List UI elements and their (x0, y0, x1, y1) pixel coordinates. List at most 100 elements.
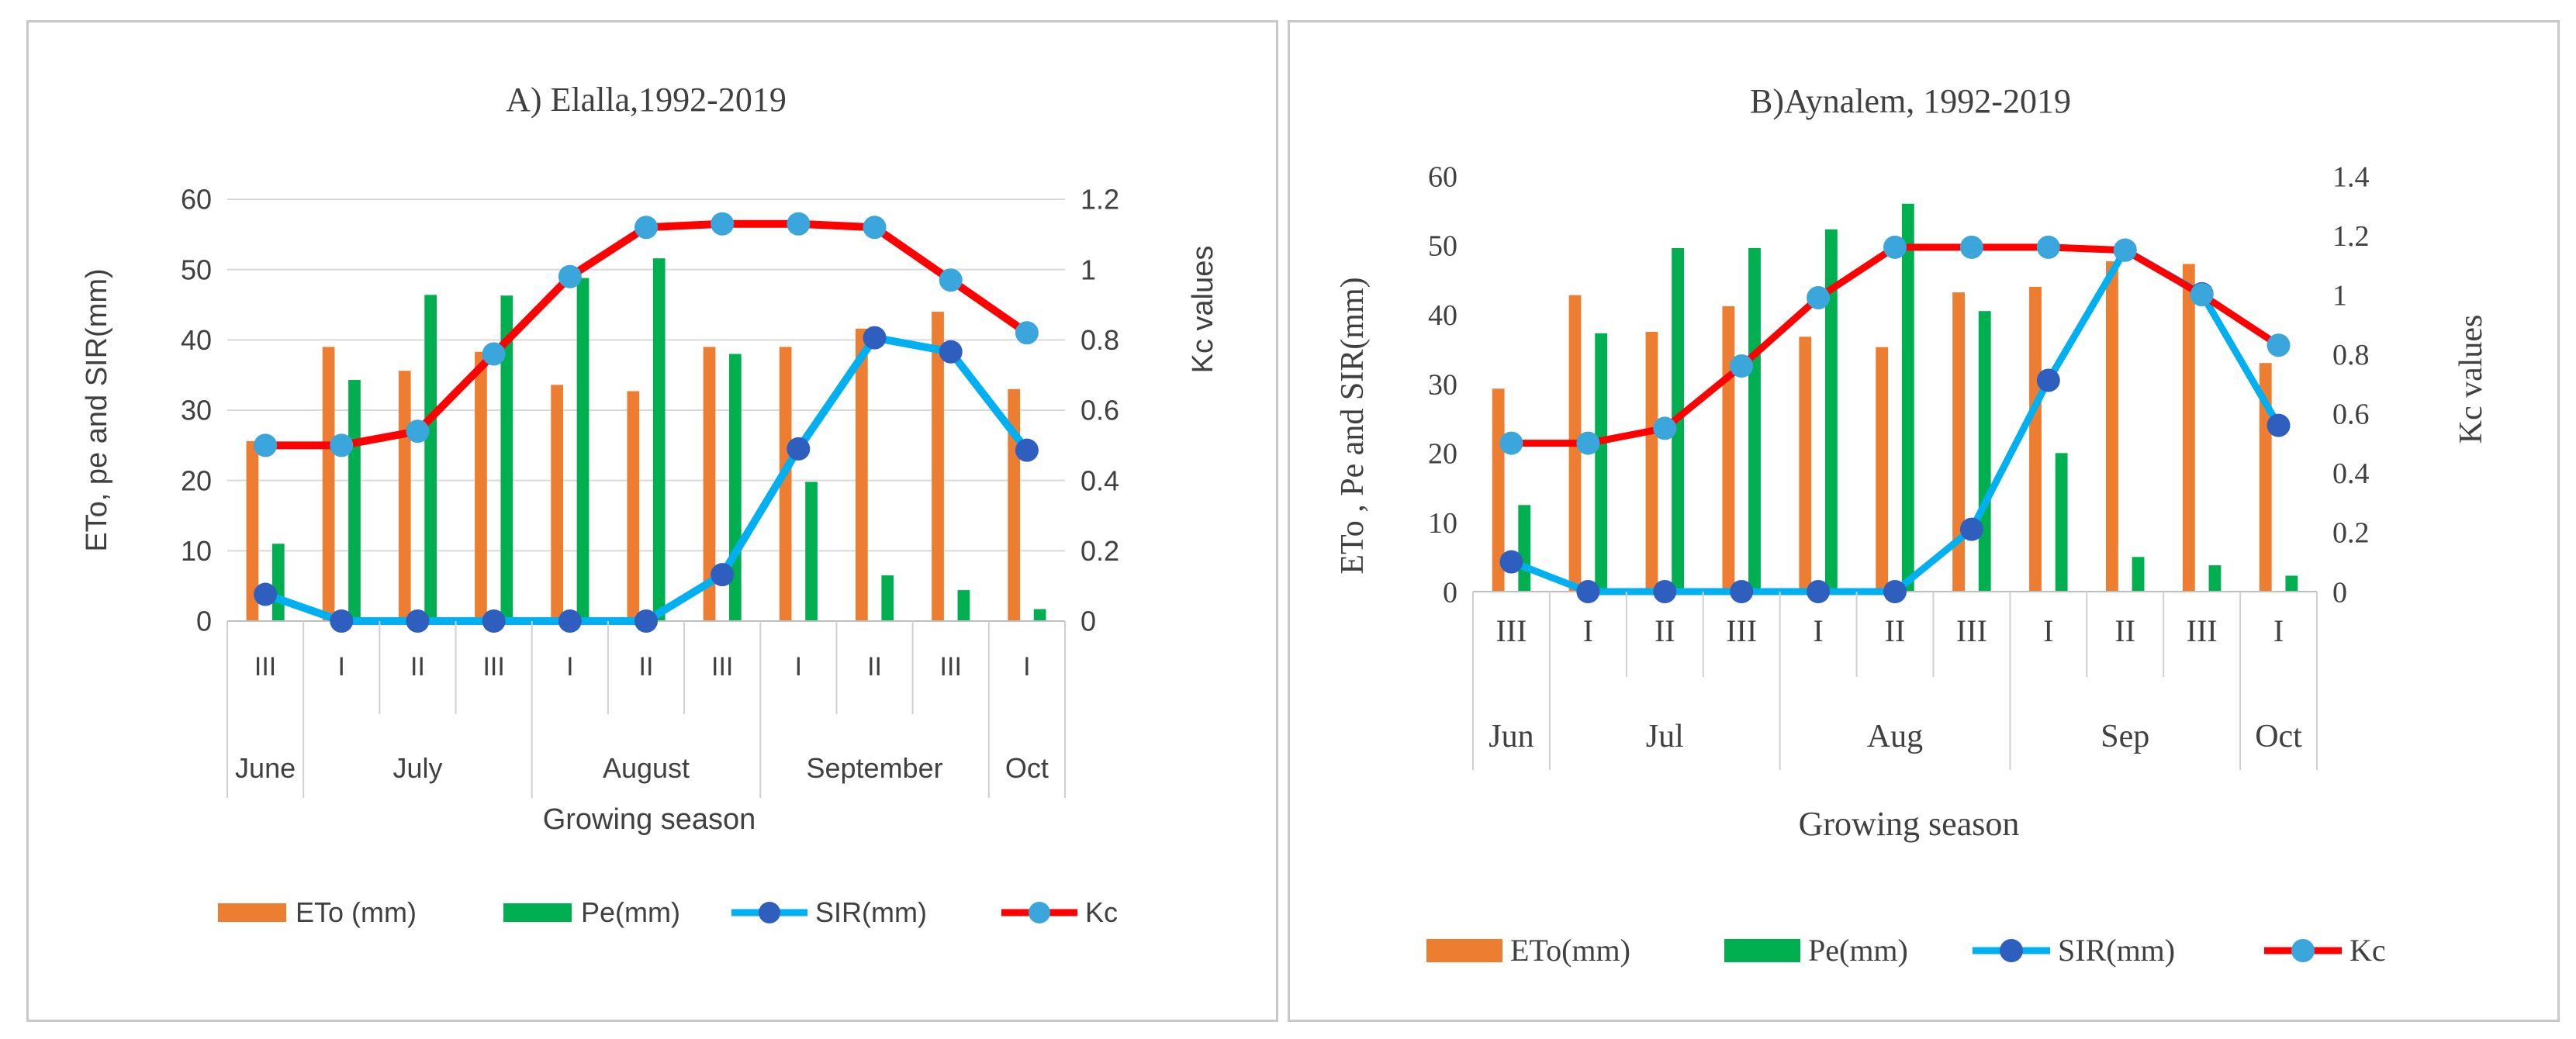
category-label: III (254, 652, 276, 682)
sir-marker (558, 609, 582, 633)
legend-label-pe: Pe(mm) (581, 896, 680, 928)
pe-bar (1595, 333, 1608, 592)
y-tick-label: 30 (181, 395, 212, 426)
kc-marker (1653, 416, 1677, 440)
y2-tick-label: 0.8 (2332, 339, 2370, 371)
y2-tick-label: 0.8 (1081, 324, 1119, 356)
sir-marker (939, 340, 963, 364)
eto-bar (551, 385, 563, 621)
sir-marker (1883, 580, 1907, 603)
category-label: II (2114, 613, 2135, 648)
eto-bar (398, 371, 411, 621)
legend-label-sir: SIR(mm) (2058, 933, 2175, 968)
eto-bar (627, 391, 640, 621)
sir-marker (1499, 550, 1523, 574)
sir-marker (1730, 580, 1754, 603)
legend-label-eto: ETo (mm) (296, 896, 417, 928)
y-tick-label: 20 (181, 464, 212, 496)
category-label: III (1956, 613, 1987, 648)
eto-bar (932, 312, 944, 621)
sir-marker (1807, 580, 1831, 603)
kc-marker (1959, 235, 1983, 259)
month-label: June (235, 752, 296, 784)
y-tick-label: 60 (181, 184, 212, 216)
legend-label-pe: Pe(mm) (1808, 933, 1908, 968)
eto-bar (2029, 286, 2042, 592)
legend-label-kc: Kc (2350, 933, 2386, 968)
y-tick-label: 30 (1428, 368, 1457, 401)
sir-marker (634, 609, 658, 633)
legend-marker-sir (2000, 939, 2023, 962)
kc-marker (787, 212, 811, 236)
month-label: Jul (1646, 719, 1684, 754)
month-label: Sep (2101, 719, 2149, 754)
legend-label-kc: Kc (1085, 896, 1118, 928)
y2-tick-label: 0 (1081, 606, 1096, 637)
sir-line (1509, 247, 2282, 595)
category-label: I (1023, 652, 1030, 682)
eto-bar (2182, 264, 2195, 592)
kc-marker (711, 212, 735, 236)
kc-marker (1499, 431, 1523, 455)
y2-tick-label: 0.2 (2332, 517, 2370, 550)
eto-bar (246, 440, 259, 621)
eto-bar (1645, 332, 1658, 592)
y-tick-label: 60 (1428, 161, 1457, 193)
y-tick-label: 10 (181, 535, 212, 567)
pe-bar (881, 575, 894, 621)
kc-marker (2113, 238, 2137, 262)
pe-bar (2285, 575, 2298, 592)
chart-a-svg: A) Elalla,1992-2019 ETo, pe and SIR(mm) … (81, 81, 1219, 928)
sir-marker (1015, 438, 1039, 462)
pe-bar (271, 544, 285, 621)
sir-marker (2036, 368, 2060, 392)
y-tick-label: 0 (1443, 576, 1457, 609)
legend: ETo(mm) Pe(mm) SIR(mm) Kc (1426, 933, 2386, 968)
y2-tick-label: 0.4 (2332, 457, 2370, 490)
eto-bar (703, 347, 716, 621)
kc-marker (1015, 321, 1039, 345)
category-label: III (940, 652, 962, 682)
pe-bar (2055, 453, 2068, 592)
kc-marker (2036, 235, 2060, 259)
category-label: III (2187, 613, 2218, 648)
y2-tick-label: 1 (2332, 279, 2347, 312)
eto-bar (1876, 347, 1889, 592)
category-label: II (1655, 613, 1675, 648)
sir-marker (1959, 517, 1983, 541)
kc-marker (1807, 285, 1831, 309)
kc-marker (939, 268, 963, 292)
y-tick-label: 10 (1428, 507, 1457, 540)
y2-axis-label: Kc values (1187, 246, 1219, 374)
kc-marker (863, 216, 887, 240)
y2-tick-label: 0.4 (1081, 464, 1119, 496)
pe-bar (1901, 203, 1914, 592)
kc-marker (406, 419, 430, 444)
category-label: I (1583, 613, 1593, 648)
kc-marker (1576, 431, 1600, 455)
sir-marker (482, 609, 506, 633)
category-label: I (1813, 613, 1823, 648)
eto-bar (1952, 292, 1966, 592)
sir-marker (1576, 580, 1600, 603)
pe-bar (652, 258, 666, 621)
y2-tick-label: 1.2 (1081, 184, 1119, 216)
category-label: III (482, 652, 504, 682)
pe-bar (957, 590, 970, 621)
pe-bar (1824, 229, 1838, 592)
eto-bar (779, 347, 792, 621)
pe-bar (424, 295, 437, 621)
category-label: III (1726, 613, 1757, 648)
month-label: Jun (1489, 719, 1533, 754)
kc-line (265, 219, 1029, 450)
kc-marker (1730, 354, 1754, 378)
sir-marker (787, 437, 811, 461)
month-label: August (603, 752, 690, 784)
pe-bar (500, 295, 513, 621)
chart-title: A) Elalla,1992-2019 (506, 81, 787, 119)
kc-marker (2267, 333, 2291, 357)
kc-marker (482, 342, 506, 366)
sir-marker (2267, 413, 2291, 437)
